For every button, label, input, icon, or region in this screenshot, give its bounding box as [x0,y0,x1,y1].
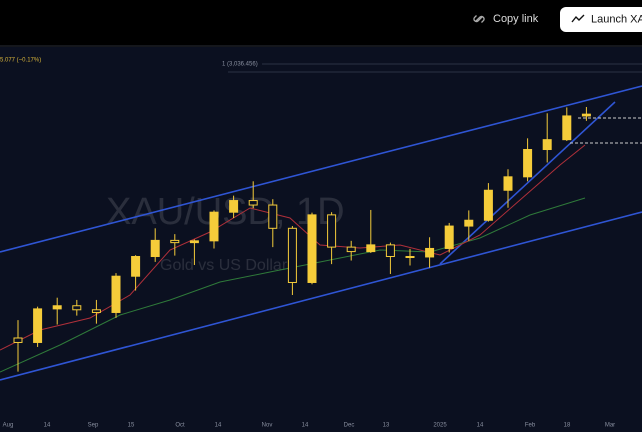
launch-button[interactable]: Launch XA [560,7,642,32]
candle-body [581,113,591,117]
candle-body [229,200,239,213]
link-icon [473,15,485,23]
candle-body [33,308,43,343]
candle-body [346,246,356,253]
candle-body [52,305,62,310]
x-label: Mar [605,423,615,429]
copy-link-button[interactable]: Copy link [473,13,539,25]
copy-link-label: Copy link [493,13,539,25]
candle-body [425,247,435,258]
candle-body [562,115,572,141]
candle-body [444,225,454,249]
x-label: 15 [128,423,135,429]
watermark-description: Gold vs US Dollar [160,257,288,274]
chart-icon [571,14,585,23]
candle-body [91,309,101,313]
x-label: 18 [564,423,571,429]
candle-body [542,139,552,151]
toolbar [0,0,642,46]
candle-body [366,244,376,253]
candle-body [13,337,23,343]
candle-body [287,227,297,283]
x-label: 14 [302,423,309,429]
channel-lower [0,211,642,381]
candle-body [464,219,474,227]
candle-body [150,239,160,258]
candle-body [268,204,278,229]
x-label: Dec [344,423,355,429]
legend-text: 5.077 (−0.17%) [0,58,41,64]
x-axis: Aug 14 Sep 15 Oct 14 Nov 14 Dec 13 2025 … [3,423,616,429]
candle-body [327,214,337,248]
channel-upper [0,85,642,253]
level-label: 1 (3,036.456) [222,62,258,68]
candle-body [111,275,121,313]
candle-body [72,305,82,311]
x-label: 13 [383,423,390,429]
chart-area [0,47,642,432]
x-label: 14 [215,423,222,429]
candle-body [385,244,395,258]
candle-body [307,214,317,283]
x-label: Sep [88,423,99,429]
watermark-symbol: XAU/USD, 1D [106,191,345,233]
x-label: 14 [44,423,51,429]
candle-body [405,256,415,259]
candle-body [523,149,533,178]
candle-body [189,240,199,244]
x-label: Feb [525,423,536,429]
x-label: 2025 [433,423,447,429]
candle-body [483,189,493,221]
x-label: Aug [3,423,14,429]
launch-label: Launch XA [591,13,642,25]
x-label: Oct [175,423,185,429]
candle-body [209,211,219,242]
candle-body [248,200,258,206]
moving-average-fast [0,144,586,351]
x-label: 14 [477,423,484,429]
x-label: Nov [262,423,273,429]
launch-button-bg [560,7,642,32]
candles [13,106,591,372]
candle-body [170,239,180,244]
candle-body [131,256,141,277]
candle-body [503,176,513,191]
